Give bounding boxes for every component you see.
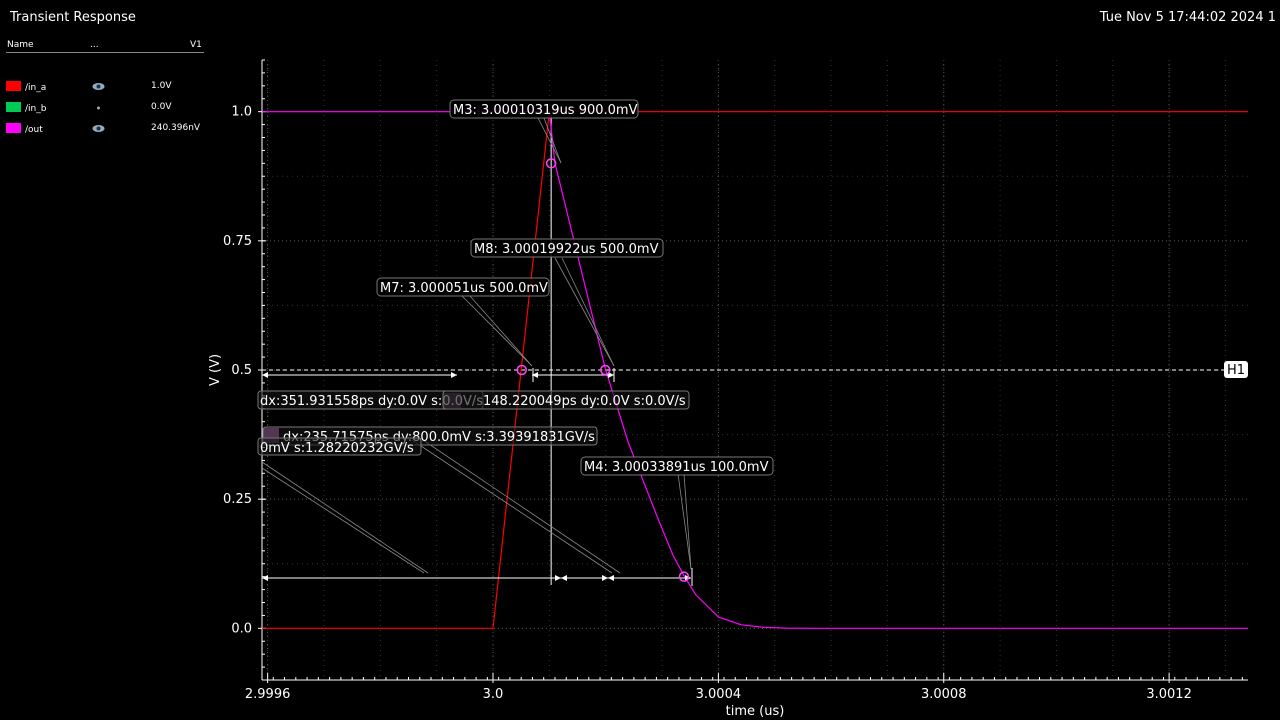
marker-leader-line (469, 295, 533, 367)
delta-arrow-head-left (561, 575, 567, 581)
eye-icon[interactable] (92, 124, 105, 133)
x-tick-label: 3.0 (483, 687, 504, 702)
marker-point-m8 (600, 364, 611, 376)
delta-label-box (442, 390, 690, 410)
marker-leader-line (261, 467, 425, 574)
y-tick-label: 1.0 (231, 105, 252, 120)
series-line-in_a (262, 111, 1248, 629)
delta-arrow-head-right (555, 575, 561, 581)
marker-point-m7 (516, 364, 527, 376)
delta-label: 148.220049ps dy:0.0V s:0.0V/s (483, 394, 686, 409)
marker-leader-line (419, 437, 621, 574)
color-swatch (6, 102, 21, 112)
marker-point-m4 (678, 571, 690, 582)
marker-leader-line (461, 295, 533, 367)
marker-leader-line (543, 117, 562, 164)
color-swatch (6, 123, 21, 133)
marker-label-box (376, 277, 550, 297)
delta-arrow-head-right (608, 372, 614, 378)
y-tick-label: 0.75 (223, 234, 252, 249)
marker-leader-line (677, 473, 692, 570)
series-line-out (262, 111, 1248, 629)
y-axis-label: V (V) (208, 354, 223, 386)
legend-header: Name ... V1 (6, 40, 204, 53)
legend-item-in-a[interactable]: /in_a 1.0V (6, 79, 204, 100)
marker-label-box (449, 99, 639, 119)
delta-arrow-head-right (451, 372, 457, 378)
delta-label-box (257, 437, 422, 456)
legend-header-value: V1 (190, 40, 202, 50)
delta-label: dx:351.931558ps dy:0.0V s:0.0V/s (260, 394, 483, 409)
x-axis-label: time (us) (726, 704, 785, 719)
marker-leader-line (411, 439, 613, 574)
signal-name: /out (25, 125, 43, 135)
y-tick-label: 0.0 (231, 621, 252, 636)
signal-value: 240.396nV (151, 123, 201, 133)
signal-value: 0.0V (151, 102, 172, 112)
legend-item-in-b[interactable]: /in_b 0.0V (6, 100, 204, 121)
marker-point-m3 (545, 158, 557, 169)
delta-arrow-head-left (262, 372, 268, 378)
marker-label-m8: M8: 3.00019922us 500.0mV (474, 242, 659, 257)
eye-icon[interactable] (92, 82, 105, 91)
signal-legend: Name ... V1 /in_a 1.0V /in_b 0.0V /out 2… (6, 40, 204, 142)
dot-icon[interactable] (92, 103, 105, 112)
delta-arrow-head-left (608, 575, 614, 581)
legend-header-name: Name (7, 40, 34, 50)
y-tick-label: 0.25 (223, 492, 252, 507)
h1-cursor-label: H1 (1227, 363, 1245, 378)
h1-cursor-badge (1224, 361, 1248, 378)
datestamp: Tue Nov 5 17:44:02 2024 1 (1099, 10, 1276, 25)
legend-item-out[interactable]: /out 240.396nV (6, 121, 204, 142)
marker-leader-line (261, 461, 429, 574)
marker-leader-line (683, 473, 692, 570)
y-tick-label: 0.5 (231, 363, 252, 378)
delta-arrow-head-right (602, 575, 608, 581)
marker-label-box (470, 238, 664, 258)
color-swatch (6, 81, 21, 91)
signal-value: 1.0V (151, 81, 172, 91)
delta-arrow-head-left (532, 372, 538, 378)
marker-label-m4: M4: 3.00033891us 100.0mV (584, 460, 769, 475)
marker-leader-line (561, 257, 615, 367)
marker-label-m3: M3: 3.00010319us 900.0mV (453, 103, 638, 118)
x-tick-label: 3.0004 (696, 687, 742, 702)
signal-name: /in_a (25, 83, 47, 93)
marker-leader-line (554, 257, 615, 367)
marker-leader-line (537, 117, 562, 164)
window-title: Transient Response (10, 10, 136, 25)
legend-header-dots: ... (90, 40, 99, 50)
x-tick-label: 3.0008 (921, 687, 967, 702)
delta-arrow-head-left (262, 575, 268, 581)
x-tick-label: 3.0012 (1146, 687, 1192, 702)
marker-label-m7: M7: 3.000051us 500.0mV (380, 281, 548, 296)
x-tick-label: 2.9996 (245, 687, 291, 702)
marker-label-box (580, 456, 774, 476)
delta-label: 0mV s:1.28220232GV/s (260, 441, 414, 456)
signal-name: /in_b (25, 104, 47, 114)
